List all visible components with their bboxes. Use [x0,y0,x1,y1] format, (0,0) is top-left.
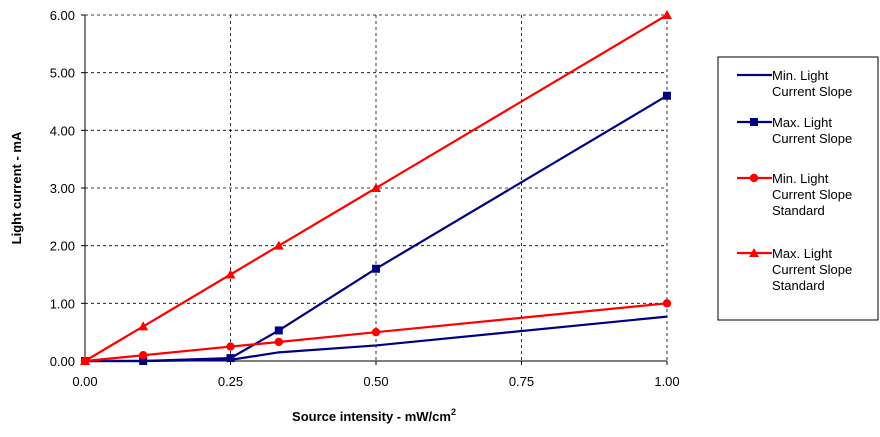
series-4 [80,10,672,365]
y-tick-label: 1.00 [50,296,75,311]
legend-label-line: Current Slope [772,131,852,146]
legend-label: Max. Light Current Slope [772,115,852,146]
data-point [371,183,381,192]
data-point [371,327,381,337]
series-line [84,14,668,362]
y-axis-ticks: 0.00 1.00 2.00 3.00 4.00 5.00 6.00 [50,8,85,369]
legend-label-line: Standard [772,203,825,218]
legend-label-line: Current Slope [772,187,852,202]
series-group [80,10,672,366]
data-point [139,357,148,365]
legend-label-line: Current Slope [772,84,852,99]
x-tick-label: 0.00 [72,374,97,389]
legend-entry-2: Max. Light Current Slope [737,115,852,146]
x-tick-label: 0.75 [509,374,534,389]
data-point [138,321,149,331]
legend-label: Min. Light Current Slope Standard [772,171,852,218]
legend-marker [749,173,759,183]
legend-box [717,56,879,321]
legend-marker [749,248,759,257]
data-point [663,91,671,100]
data-point [80,356,90,365]
legend-entry-4: Max. Light Current Slope Standard [737,246,852,293]
data-point [225,269,236,279]
legend-label-line: Standard [772,278,825,293]
legend-label: Min. Light Current Slope [772,68,852,99]
legend-label: Max. Light Current Slope Standard [772,246,852,293]
x-axis-title-superscript: 2 [451,407,456,417]
data-point [274,326,283,335]
y-tick-label: 4.00 [50,123,75,138]
legend-entry-1: Min. Light Current Slope [737,68,852,99]
series-line [84,302,668,363]
data-point [662,10,672,19]
legend-entry-3: Min. Light Current Slope Standard [737,171,852,218]
data-point [372,264,380,273]
data-point [273,240,284,250]
x-axis-title-text: Source intensity - mW/cm [292,409,451,424]
y-tick-label: 6.00 [50,8,75,23]
data-point [139,351,148,360]
data-point [226,354,235,363]
legend-marker [750,118,758,126]
legend-label-line: Min. Light [772,68,829,83]
data-point [226,342,235,351]
legend-label-line: Current Slope [772,262,852,277]
x-tick-label: 1.00 [654,374,679,389]
x-axis-ticks: 0.00 0.25 0.50 0.75 1.00 [72,361,680,389]
x-tick-label: 0.25 [218,374,243,389]
legend-label-line: Max. Light [772,115,832,130]
y-axis-title: Light current - mA [9,131,24,244]
y-tick-label: 2.00 [50,239,75,254]
x-axis-title: Source intensity - mW/cm2 [292,407,456,424]
data-point [274,337,284,347]
x-tick-label: 0.50 [363,374,388,389]
y-tick-label: 3.00 [50,181,75,196]
legend-label-line: Min. Light [772,171,829,186]
y-tick-label: 0.00 [50,354,75,369]
y-tick-label: 5.00 [50,66,75,81]
data-point [662,299,672,308]
legend-label-line: Max. Light [772,246,832,261]
